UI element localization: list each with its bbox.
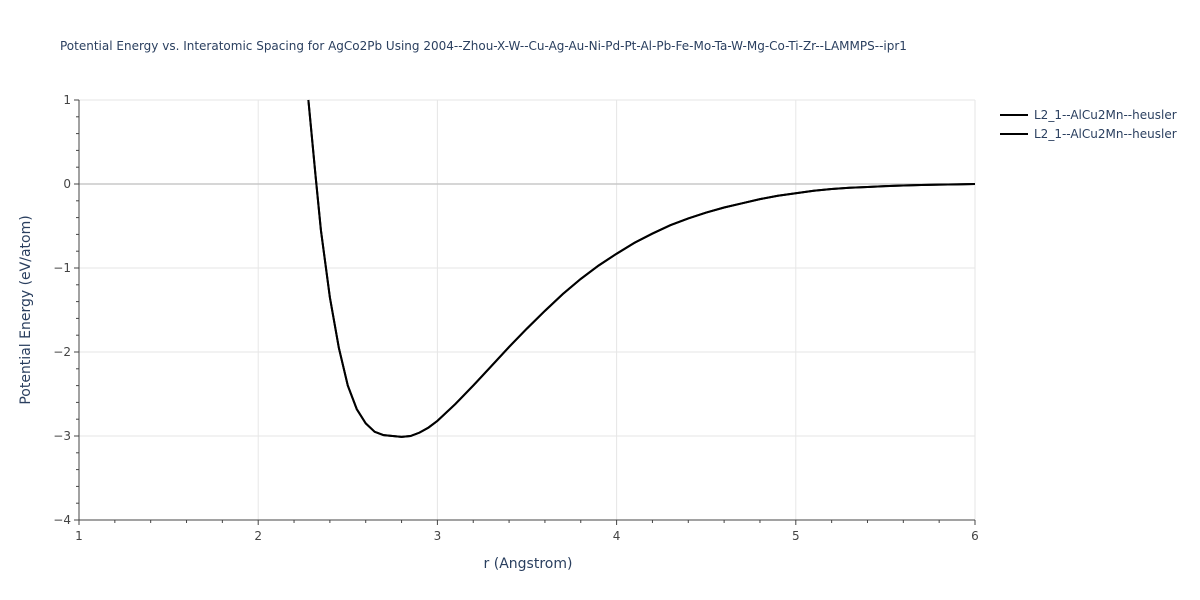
series-layer — [307, 99, 975, 438]
y-tick-label: −1 — [53, 261, 71, 275]
axes: 1 2 3 4 5 6 1 0 −1 −2 −3 −4 — [53, 93, 979, 543]
x-tick-label: 4 — [613, 529, 621, 543]
chart-title: Potential Energy vs. Interatomic Spacing… — [60, 39, 907, 53]
x-tick-label: 5 — [792, 529, 800, 543]
x-tick-label: 1 — [75, 529, 83, 543]
legend-label: L2_1--AlCu2Mn--heusler — [1034, 108, 1177, 122]
y-axis-label: Potential Energy (eV/atom) — [18, 215, 34, 404]
x-tick-label: 6 — [971, 529, 979, 543]
y-tick-label: −2 — [53, 345, 71, 359]
legend-label: L2_1--AlCu2Mn--heusler — [1034, 127, 1177, 141]
series-line-2 — [307, 99, 975, 438]
x-tick-label: 3 — [434, 529, 442, 543]
legend[interactable]: L2_1--AlCu2Mn--heusler L2_1--AlCu2Mn--heu… — [1000, 108, 1177, 141]
y-tick-label: −3 — [53, 429, 71, 443]
legend-item-1[interactable]: L2_1--AlCu2Mn--heusler — [1000, 108, 1177, 122]
legend-item-2[interactable]: L2_1--AlCu2Mn--heusler — [1000, 127, 1177, 141]
y-tick-label: 1 — [63, 93, 71, 107]
x-axis-label: r (Angstrom) — [484, 556, 573, 572]
y-tick-label: −4 — [53, 513, 71, 527]
grid — [79, 99, 976, 520]
x-tick-label: 2 — [254, 529, 262, 543]
y-tick-label: 0 — [63, 177, 71, 191]
